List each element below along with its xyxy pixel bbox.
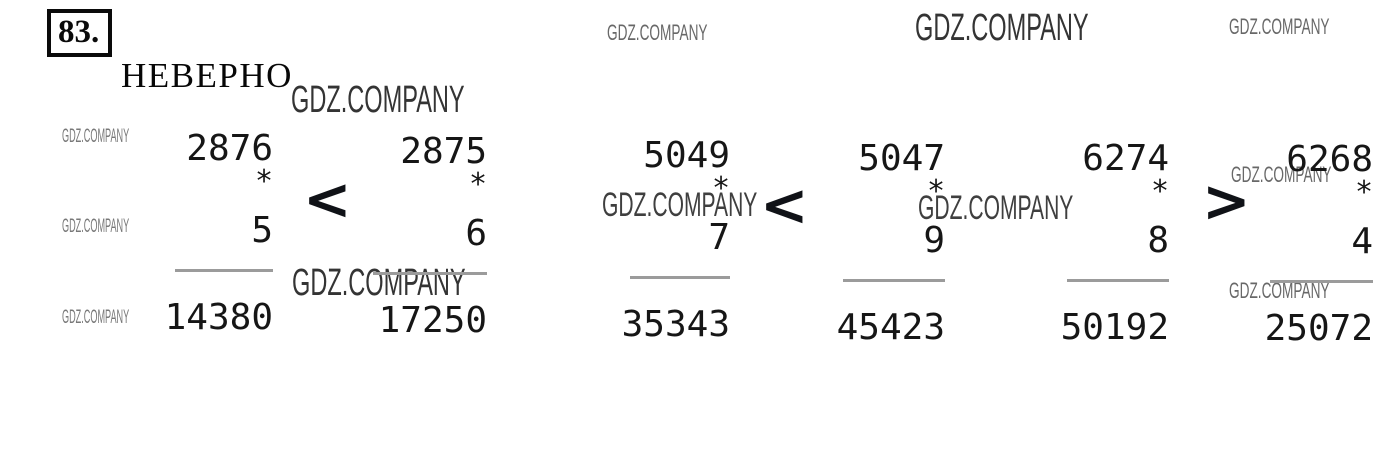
multiplier: 8	[1147, 220, 1169, 261]
equals-rule	[175, 269, 273, 272]
multiplication-column: 2875 * 6 17250	[373, 134, 487, 339]
multiplier: 7	[708, 217, 730, 258]
product: 35343	[621, 304, 730, 345]
multiplier: 5	[251, 210, 273, 251]
comparison-sign: <	[760, 171, 809, 239]
product: 25072	[1264, 308, 1373, 349]
watermark: GDZ.COMPANY	[915, 7, 1089, 49]
comparison-sign: <	[303, 165, 352, 233]
multiplier: 6	[465, 213, 487, 254]
multiplier: 9	[923, 220, 945, 261]
multiplicand: 2876	[186, 128, 273, 169]
comparison-sign: >	[1202, 167, 1251, 235]
multiply-operator: *	[1354, 175, 1373, 210]
watermark: GDZ.COMPANY	[62, 126, 130, 147]
multiply-operator: *	[926, 174, 945, 209]
watermark: GDZ.COMPANY	[291, 79, 465, 121]
watermark: GDZ.COMPANY	[1229, 14, 1330, 39]
product: 14380	[164, 297, 273, 338]
equals-rule	[630, 276, 730, 279]
multiplicand: 6274	[1082, 138, 1169, 179]
multiplication-column: 6268 * 4 25072	[1265, 142, 1373, 347]
multiplicand: 5047	[858, 138, 945, 179]
verdict-label: НЕВЕРНО	[121, 56, 293, 95]
multiplicand: 6268	[1286, 139, 1373, 180]
product: 45423	[836, 307, 945, 348]
equals-rule	[373, 272, 487, 275]
multiplier: 4	[1351, 221, 1373, 262]
multiplicand: 2875	[400, 131, 487, 172]
product: 17250	[378, 300, 487, 341]
watermark: GDZ.COMPANY	[62, 307, 130, 328]
product: 50192	[1060, 307, 1169, 348]
problem-number-box: 83.	[47, 9, 113, 57]
multiplicand: 5049	[643, 135, 730, 176]
equals-rule	[843, 279, 945, 282]
problem-number: 83.	[58, 14, 100, 50]
multiply-operator: *	[711, 171, 730, 206]
multiply-operator: *	[1150, 174, 1169, 209]
multiplication-column: 2876 * 5 14380	[165, 131, 273, 336]
multiplication-column: 5049 * 7 35343	[622, 138, 730, 343]
equals-rule	[1270, 280, 1373, 283]
watermark: GDZ.COMPANY	[607, 20, 708, 45]
multiply-operator: *	[254, 164, 273, 199]
multiplication-column: 6274 * 8 50192	[1061, 141, 1169, 346]
watermark: GDZ.COMPANY	[62, 216, 130, 237]
equals-rule	[1067, 279, 1169, 282]
multiply-operator: *	[468, 167, 487, 202]
multiplication-column: 5047 * 9 45423	[837, 141, 945, 346]
